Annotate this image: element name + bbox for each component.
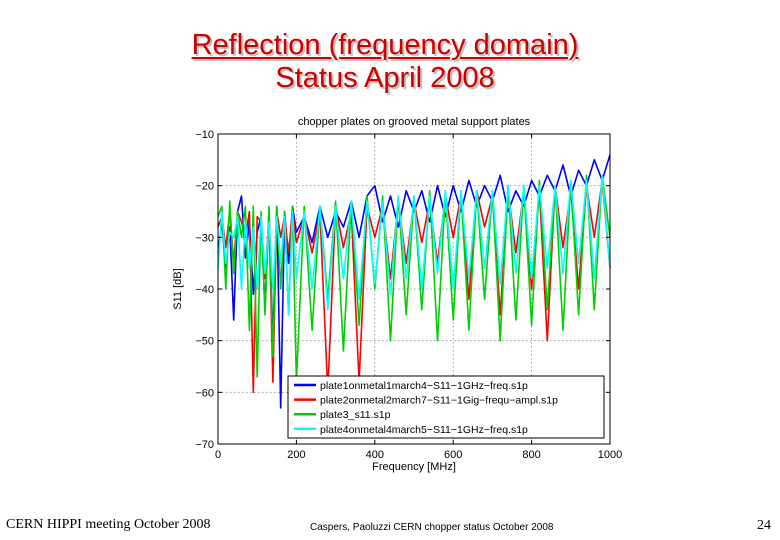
tick-labels: 0 200 400 600 800 1000 −10 −20 −30 −40 −50 −60 −70 xyxy=(195,129,622,461)
page-number: 24 xyxy=(757,518,771,533)
x-tick-label: 600 xyxy=(444,449,462,461)
x-tick-label: 200 xyxy=(287,449,305,461)
chart-title: chopper plates on grooved metal support … xyxy=(298,116,531,128)
legend-label-1: plate1onmetal1march4−S11−1GHz−freq.s1p xyxy=(320,380,528,392)
tick-marks xyxy=(217,133,611,445)
footer-authors: Caspers, Paoluzzi CERN chopper status Oc… xyxy=(310,522,554,533)
y-tick-label: −50 xyxy=(195,336,214,348)
x-tick-label: 0 xyxy=(215,449,221,461)
series-lines xyxy=(217,154,611,409)
x-axis-label: Frequency [MHz] xyxy=(372,461,456,473)
y-tick-label: −70 xyxy=(195,439,214,451)
series-line-4 xyxy=(217,174,611,316)
x-tick-label: 400 xyxy=(366,449,384,461)
x-tick-label: 1000 xyxy=(598,449,622,461)
y-tick-label: −40 xyxy=(195,284,214,296)
slide-title-line2: Status April 2008 xyxy=(275,62,495,94)
slide-title-line1: Reflection (frequency domain) xyxy=(191,29,579,61)
legend: plate1onmetal1march4−S11−1GHz−freq.s1p pl… xyxy=(287,375,605,439)
y-tick-label: −10 xyxy=(195,129,214,141)
x-tick-label: 800 xyxy=(522,449,540,461)
footer-meeting: CERN HIPPI meeting October 2008 xyxy=(6,517,211,532)
legend-label-2: plate2onmetal2march7−S11−1Gig−frequ−ampl… xyxy=(320,395,558,407)
legend-box xyxy=(287,375,605,439)
series-line-3 xyxy=(217,174,611,383)
legend-label-3: plate3_s11.s1p xyxy=(320,409,391,421)
y-tick-label: −20 xyxy=(195,181,214,193)
series-line-2 xyxy=(217,179,611,394)
y-tick-label: −60 xyxy=(195,387,214,399)
legend-label-4: plate4onmetal4march5−S11−1GHz−freq.s1p xyxy=(320,424,528,436)
y-axis-label: S11 [dB] xyxy=(172,268,184,309)
y-tick-label: −30 xyxy=(195,232,214,244)
